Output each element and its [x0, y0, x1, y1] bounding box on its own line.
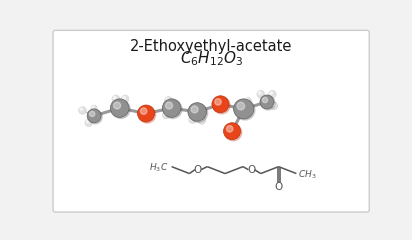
Circle shape	[140, 108, 147, 114]
Circle shape	[246, 98, 248, 101]
Circle shape	[114, 102, 121, 109]
Circle shape	[261, 96, 275, 110]
Circle shape	[190, 117, 193, 120]
Circle shape	[245, 97, 251, 103]
Circle shape	[234, 99, 254, 119]
Text: $\mathit{C}_6\mathit{H}_{12}\mathit{O}_3$: $\mathit{C}_6\mathit{H}_{12}\mathit{O}_3…	[180, 50, 243, 68]
Circle shape	[225, 124, 242, 141]
Text: H$_3$C: H$_3$C	[149, 161, 169, 174]
Circle shape	[212, 96, 229, 113]
Circle shape	[258, 92, 261, 95]
Circle shape	[260, 95, 274, 109]
Circle shape	[191, 106, 198, 113]
Circle shape	[79, 107, 87, 114]
Circle shape	[272, 103, 274, 106]
Circle shape	[164, 100, 182, 119]
Circle shape	[269, 90, 276, 98]
Circle shape	[92, 106, 94, 108]
Circle shape	[237, 102, 245, 110]
Circle shape	[112, 100, 130, 119]
Circle shape	[86, 120, 89, 123]
Circle shape	[166, 98, 169, 101]
Text: O: O	[194, 166, 202, 175]
Circle shape	[189, 116, 197, 124]
Text: 2-Ethoxyethyl-acetate: 2-Ethoxyethyl-acetate	[130, 39, 293, 54]
Circle shape	[188, 103, 206, 121]
Circle shape	[87, 109, 101, 123]
Circle shape	[257, 90, 265, 98]
Circle shape	[270, 102, 278, 110]
Circle shape	[91, 105, 97, 111]
Circle shape	[123, 96, 125, 99]
Circle shape	[262, 97, 268, 103]
Text: O: O	[274, 182, 283, 192]
Circle shape	[199, 118, 202, 121]
Circle shape	[215, 99, 221, 105]
Circle shape	[138, 105, 154, 122]
FancyBboxPatch shape	[53, 30, 369, 212]
Circle shape	[85, 119, 93, 126]
Circle shape	[113, 96, 116, 99]
Circle shape	[88, 110, 102, 124]
Circle shape	[165, 96, 172, 104]
Text: CH$_3$: CH$_3$	[298, 168, 316, 180]
Circle shape	[139, 106, 156, 123]
Circle shape	[89, 111, 95, 116]
Circle shape	[121, 95, 129, 103]
Circle shape	[213, 97, 230, 114]
Circle shape	[164, 113, 166, 115]
Circle shape	[166, 102, 173, 109]
Text: O: O	[247, 166, 255, 175]
Circle shape	[162, 111, 170, 119]
Circle shape	[198, 117, 206, 124]
Circle shape	[227, 126, 233, 132]
Circle shape	[112, 95, 120, 103]
Circle shape	[162, 99, 181, 117]
Circle shape	[80, 108, 83, 111]
Circle shape	[235, 100, 255, 120]
Circle shape	[270, 92, 273, 95]
Circle shape	[189, 104, 208, 122]
Circle shape	[224, 123, 241, 140]
Circle shape	[110, 99, 129, 117]
